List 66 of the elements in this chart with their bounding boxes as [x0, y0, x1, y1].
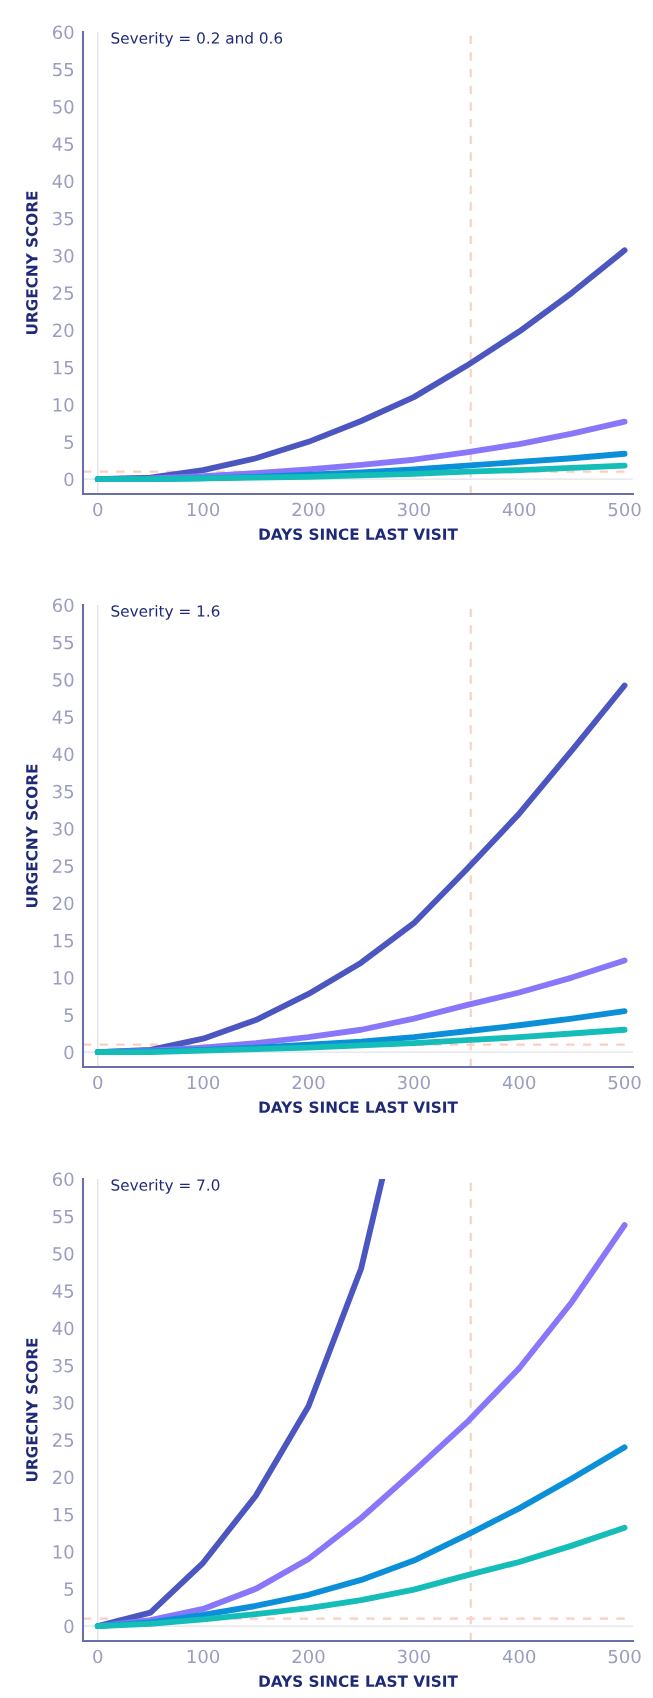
y-tick-label: 30	[53, 1396, 74, 1410]
y-tick-label: 60	[52, 598, 74, 613]
y-tick-label: 0	[64, 1045, 74, 1060]
x-tick-label: 200	[292, 1075, 325, 1090]
y-tick-label: 60	[52, 25, 74, 40]
x-axis-title: DAYS SINCE LAST VISIT	[259, 1675, 458, 1687]
y-tick-label: 10	[53, 398, 74, 412]
x-tick-label: 300	[397, 502, 430, 517]
y-tick-label: 20	[53, 1470, 74, 1485]
y-tick-label: 55	[53, 62, 74, 77]
y-tick-label: 20	[53, 896, 74, 911]
y-tick-label: 60	[52, 1172, 74, 1187]
y-tick-label: 10	[53, 1545, 74, 1559]
x-tick-label: 300	[397, 1649, 430, 1664]
y-tick-label: 35	[53, 211, 74, 226]
y-tick-label: 20	[53, 323, 74, 338]
y-tick-label: 15	[53, 361, 74, 375]
x-tick-label: 400	[502, 502, 536, 517]
y-tick-label: 45	[52, 137, 74, 151]
y-axis-title: URGECNY SCORE	[26, 191, 38, 335]
y-tick-label: 15	[53, 934, 74, 948]
x-tick-label: 200	[292, 1649, 325, 1664]
y-tick-label: 50	[53, 672, 74, 687]
x-axis-title: DAYS SINCE LAST VISIT	[259, 528, 458, 540]
y-tick-label: 40	[52, 174, 74, 189]
y-tick-label: 5	[64, 1582, 74, 1596]
x-tick-label: 500	[608, 502, 641, 517]
y-tick-label: 35	[53, 1358, 74, 1373]
y-tick-label: 15	[53, 1508, 74, 1522]
y-tick-label: 50	[53, 1246, 74, 1261]
y-tick-label: 40	[52, 1321, 74, 1336]
y-tick-label: 50	[53, 99, 74, 114]
y-tick-label: 45	[52, 710, 74, 724]
y-tick-label: 5	[64, 435, 74, 449]
annotation: Severity = 7.0	[111, 1179, 220, 1194]
y-tick-label: 0	[64, 1619, 74, 1634]
y-tick-label: 25	[53, 1433, 74, 1447]
x-tick-label: 500	[608, 1649, 641, 1664]
x-tick-label: 200	[292, 502, 325, 517]
y-tick-label: 25	[53, 859, 74, 873]
y-tick-label: 30	[53, 822, 74, 836]
y-tick-label: 25	[53, 286, 74, 300]
y-axis-title: URGECNY SCORE	[26, 764, 38, 908]
x-tick-label: 400	[502, 1649, 536, 1664]
x-tick-label: 100	[187, 1649, 220, 1664]
x-tick-label: 500	[608, 1075, 641, 1090]
y-tick-label: 10	[53, 971, 74, 985]
x-tick-label: 300	[397, 1075, 430, 1090]
x-tick-label: 100	[187, 1075, 220, 1090]
x-axis-title: DAYS SINCE LAST VISIT	[259, 1101, 458, 1113]
x-tick-label: 100	[187, 502, 220, 517]
y-tick-label: 45	[52, 1284, 74, 1298]
x-tick-label: 0	[93, 1075, 103, 1090]
y-tick-label: 0	[64, 472, 74, 487]
y-tick-label: 5	[64, 1008, 74, 1022]
x-tick-label: 0	[93, 502, 103, 517]
x-tick-label: 400	[502, 1075, 536, 1090]
annotation: Severity = 1.6	[111, 605, 220, 620]
annotation: Severity = 0.2 and 0.6	[111, 32, 283, 47]
y-tick-label: 55	[53, 1209, 74, 1224]
y-tick-label: 35	[53, 784, 74, 799]
y-tick-label: 30	[53, 249, 74, 263]
x-tick-label: 0	[93, 1649, 103, 1664]
y-tick-label: 55	[53, 635, 74, 650]
y-axis-title: URGECNY SCORE	[26, 1338, 38, 1482]
y-tick-label: 40	[52, 747, 74, 762]
